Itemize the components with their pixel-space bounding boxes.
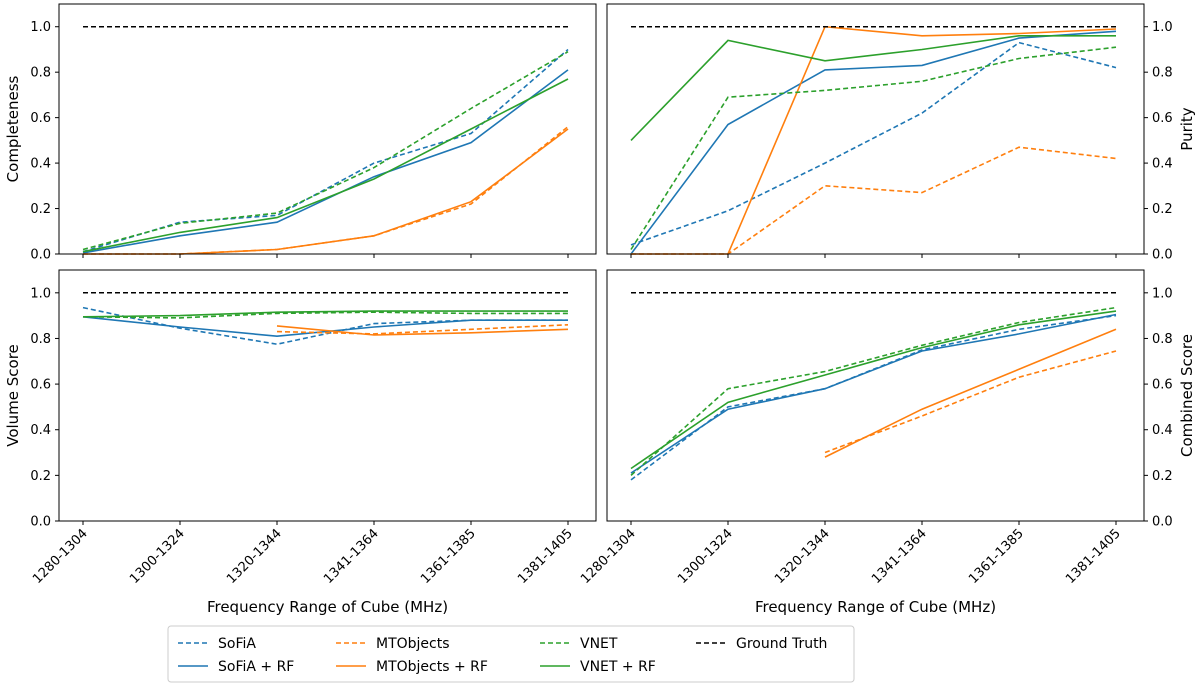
legend-label: SoFiA <box>218 636 256 652</box>
y-tick-label: 0.4 <box>1152 157 1173 172</box>
y-tick-label: 0.6 <box>1152 378 1173 393</box>
y-tick-label: 0.6 <box>30 111 51 126</box>
x-tick-label: 1320-1344 <box>224 526 285 587</box>
x-tick-label: 1341-1364 <box>321 526 382 587</box>
y-axis-label: Combined Score <box>1178 334 1196 457</box>
y-tick-label: 0.0 <box>1152 515 1173 530</box>
y-axis-label: Volume Score <box>4 344 22 447</box>
series-line-volume-sofia_rf <box>82 316 568 338</box>
x-tick-label: 1280-1304 <box>578 526 639 587</box>
legend-entry-sofia_rf: SoFiA + RF <box>178 659 294 675</box>
legend-entry-vnet_rf: VNET + RF <box>540 659 656 675</box>
series-line-purity-mto <box>631 146 1117 255</box>
series-line-combined-vnet_rf <box>630 310 1117 470</box>
panel-purity: 0.0 0.2 0.4 0.6 0.8 1.0 Purity <box>606 3 1196 263</box>
y-tick-label: 0.2 <box>30 469 51 484</box>
legend-label: VNET <box>580 636 618 652</box>
y-tick-label: 1.0 <box>30 20 51 35</box>
x-tick-label: 1341-1364 <box>869 526 930 587</box>
series-line-completeness-mto_rf <box>83 128 569 255</box>
panel-completeness: 0.0 0.2 0.4 0.6 0.8 1.0 Completeness <box>4 3 597 263</box>
y-tick-label: 0.4 <box>30 423 51 438</box>
series-line-volume-mto_rf <box>276 325 569 336</box>
series-line-combined-vnet <box>630 306 1117 476</box>
y-axis-label: Purity <box>1178 107 1196 151</box>
y-tick-label: 1.0 <box>1152 286 1173 301</box>
y-tick-label: 1.0 <box>1152 20 1173 35</box>
legend-label: Ground Truth <box>736 636 827 652</box>
legend-label: MTObjects <box>376 636 450 652</box>
x-tick-label: 1361-1385 <box>966 526 1027 587</box>
plot-frame <box>58 269 597 522</box>
x-tick-label: 1280-1304 <box>30 526 91 587</box>
series-line-combined-sofia <box>630 314 1117 481</box>
series-line-combined-sofia_rf <box>630 313 1117 474</box>
x-axis-label: Frequency Range of Cube (MHz) <box>755 598 996 616</box>
legend-label: SoFiA + RF <box>218 659 294 675</box>
x-tick-label: 1300-1324 <box>127 526 188 587</box>
x-tick-label: 1361-1385 <box>418 526 479 587</box>
series-line-volume-vnet <box>82 311 568 319</box>
series-line-purity-sofia_rf <box>630 30 1117 255</box>
legend: SoFiA SoFiA + RF MTObjects MTObjects + RF VN… <box>167 625 855 683</box>
y-tick-label: 0.8 <box>30 66 51 81</box>
y-tick-label: 0.2 <box>30 202 51 217</box>
x-tick-label: 1320-1344 <box>772 526 833 587</box>
plot-frame <box>606 269 1145 522</box>
series-line-completeness-vnet <box>82 51 569 251</box>
legend-entry-truth: Ground Truth <box>696 636 827 652</box>
x-tick-label: 1381-1405 <box>515 526 576 587</box>
series-line-volume-mto <box>276 324 569 335</box>
y-tick-label: 0.6 <box>1152 111 1173 126</box>
y-tick-label: 0.6 <box>30 378 51 393</box>
y-tick-label: 0.8 <box>1152 332 1173 347</box>
panel-combined: 0.0 0.2 0.4 0.6 0.8 1.0 Combined Score 1280-130… <box>578 269 1196 616</box>
y-tick-label: 0.0 <box>30 248 51 263</box>
legend-frame <box>167 625 855 683</box>
y-tick-label: 0.0 <box>1152 248 1173 263</box>
y-tick-label: 0.0 <box>30 515 51 530</box>
y-tick-label: 1.0 <box>30 286 51 301</box>
x-tick-label: 1381-1405 <box>1063 526 1124 587</box>
series-line-purity-vnet <box>630 46 1117 250</box>
series-line-purity-vnet_rf <box>630 34 1116 141</box>
legend-label: VNET + RF <box>580 659 656 675</box>
series-line-combined-mto <box>824 350 1117 454</box>
legend-entry-mto_rf: MTObjects + RF <box>336 659 488 675</box>
y-tick-label: 0.4 <box>1152 423 1173 438</box>
y-tick-label: 0.4 <box>30 157 51 172</box>
series-line-completeness-vnet_rf <box>82 78 569 253</box>
panel-volume: 0.0 0.2 0.4 0.6 0.8 1.0 Volume Score 1280-1304 1… <box>4 269 597 616</box>
legend-label: MTObjects + RF <box>376 659 488 675</box>
y-axis-label: Completeness <box>4 75 22 182</box>
legend-entry-vnet: VNET <box>540 636 618 652</box>
y-tick-label: 0.2 <box>1152 202 1173 217</box>
series-line-completeness-sofia_rf <box>82 69 569 254</box>
legend-entry-sofia: SoFiA <box>178 636 256 652</box>
x-tick-label: 1300-1324 <box>675 526 736 587</box>
x-axis-label: Frequency Range of Cube (MHz) <box>207 598 448 616</box>
series-line-combined-mto_rf <box>824 328 1117 458</box>
plot-frame <box>58 3 597 255</box>
legend-entry-mto: MTObjects <box>336 636 450 652</box>
y-tick-label: 0.2 <box>1152 469 1173 484</box>
y-tick-label: 0.8 <box>1152 66 1173 81</box>
y-tick-label: 0.8 <box>30 332 51 347</box>
series-line-volume-vnet_rf <box>82 310 568 318</box>
plot-frame <box>606 3 1145 255</box>
series-line-purity-sofia <box>630 41 1117 246</box>
series-line-completeness-sofia <box>82 48 569 253</box>
